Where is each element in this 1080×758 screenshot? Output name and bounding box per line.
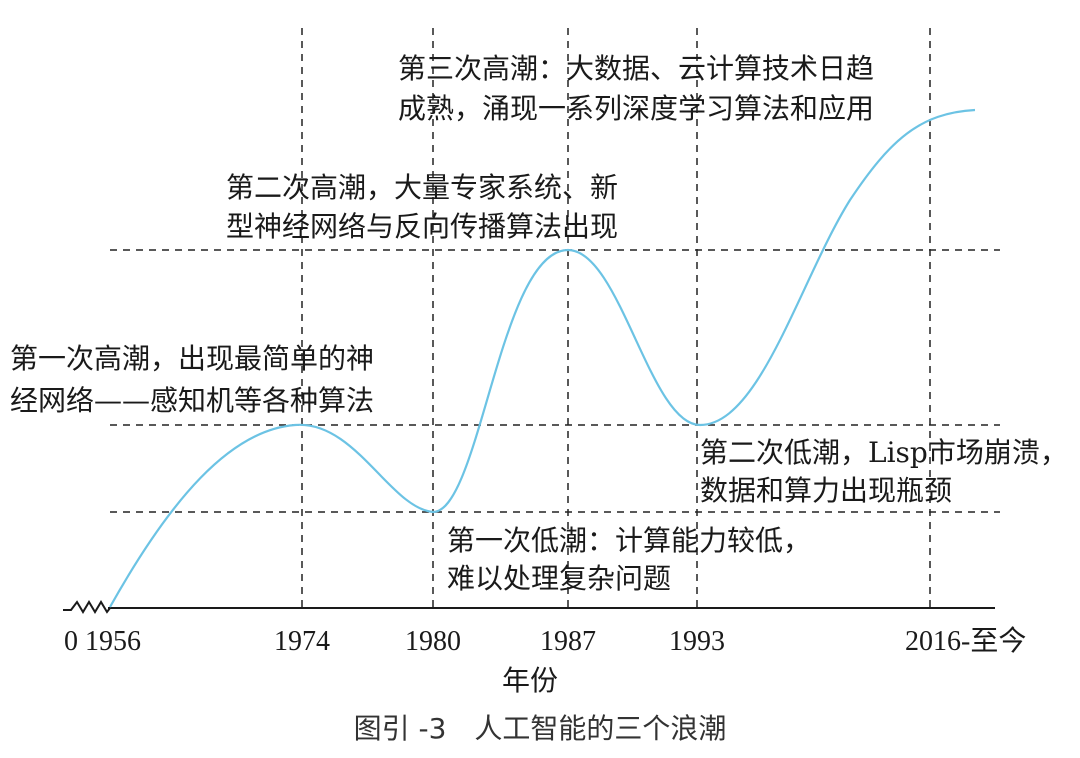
annotation-low1-line2: 难以处理复杂问题 bbox=[447, 562, 671, 595]
tick-label-1980: 1980 bbox=[405, 626, 461, 657]
tick-label-1987: 1987 bbox=[540, 626, 596, 657]
annotation-low2-line2: 数据和算力出现瓶颈 bbox=[700, 474, 952, 507]
annotation-low1-line1: 第一次低潮：计算能力较低， bbox=[447, 524, 811, 557]
annotation-wave1-line1: 第一次高潮，出现最简单的神 bbox=[10, 342, 374, 375]
annotation-wave1-line2: 经网络——感知机等各种算法 bbox=[10, 384, 374, 417]
annotation-wave2: 第二次高潮，大量专家系统、新 型神经网络与反向传播算法出现 bbox=[226, 171, 618, 243]
x-axis-title: 年份 bbox=[502, 664, 558, 697]
annotation-wave3-line2: 成熟，涌现一系列深度学习算法和应用 bbox=[398, 92, 874, 125]
annotation-wave2-line2: 型神经网络与反向传播算法出现 bbox=[226, 210, 618, 243]
annotation-wave1: 第一次高潮，出现最简单的神 经网络——感知机等各种算法 bbox=[10, 342, 374, 417]
annotation-low1: 第一次低潮：计算能力较低， 难以处理复杂问题 bbox=[447, 524, 811, 595]
figure-caption: 图引 -3 人工智能的三个浪潮 bbox=[354, 712, 727, 745]
tick-label-1974: 1974 bbox=[274, 626, 330, 657]
tick-label-2016: 2016-至今 bbox=[905, 625, 1026, 657]
ai-wave-curve bbox=[109, 108, 976, 608]
annotation-wave3-line1: 第三次高潮：大数据、云计算技术日趋 bbox=[398, 52, 874, 85]
annotation-low2: 第二次低潮，Lisp市场崩溃， 数据和算力出现瓶颈 bbox=[700, 436, 1068, 507]
tick-label-1956: 0 1956 bbox=[64, 626, 141, 657]
tick-label-1993: 1993 bbox=[669, 626, 725, 657]
annotation-wave2-line1: 第二次高潮，大量专家系统、新 bbox=[226, 171, 618, 204]
axis-break-mark bbox=[63, 600, 111, 614]
annotation-wave3: 第三次高潮：大数据、云计算技术日趋 成熟，涌现一系列深度学习算法和应用 bbox=[398, 52, 874, 125]
annotation-low2-line1: 第二次低潮，Lisp市场崩溃， bbox=[700, 436, 1068, 469]
